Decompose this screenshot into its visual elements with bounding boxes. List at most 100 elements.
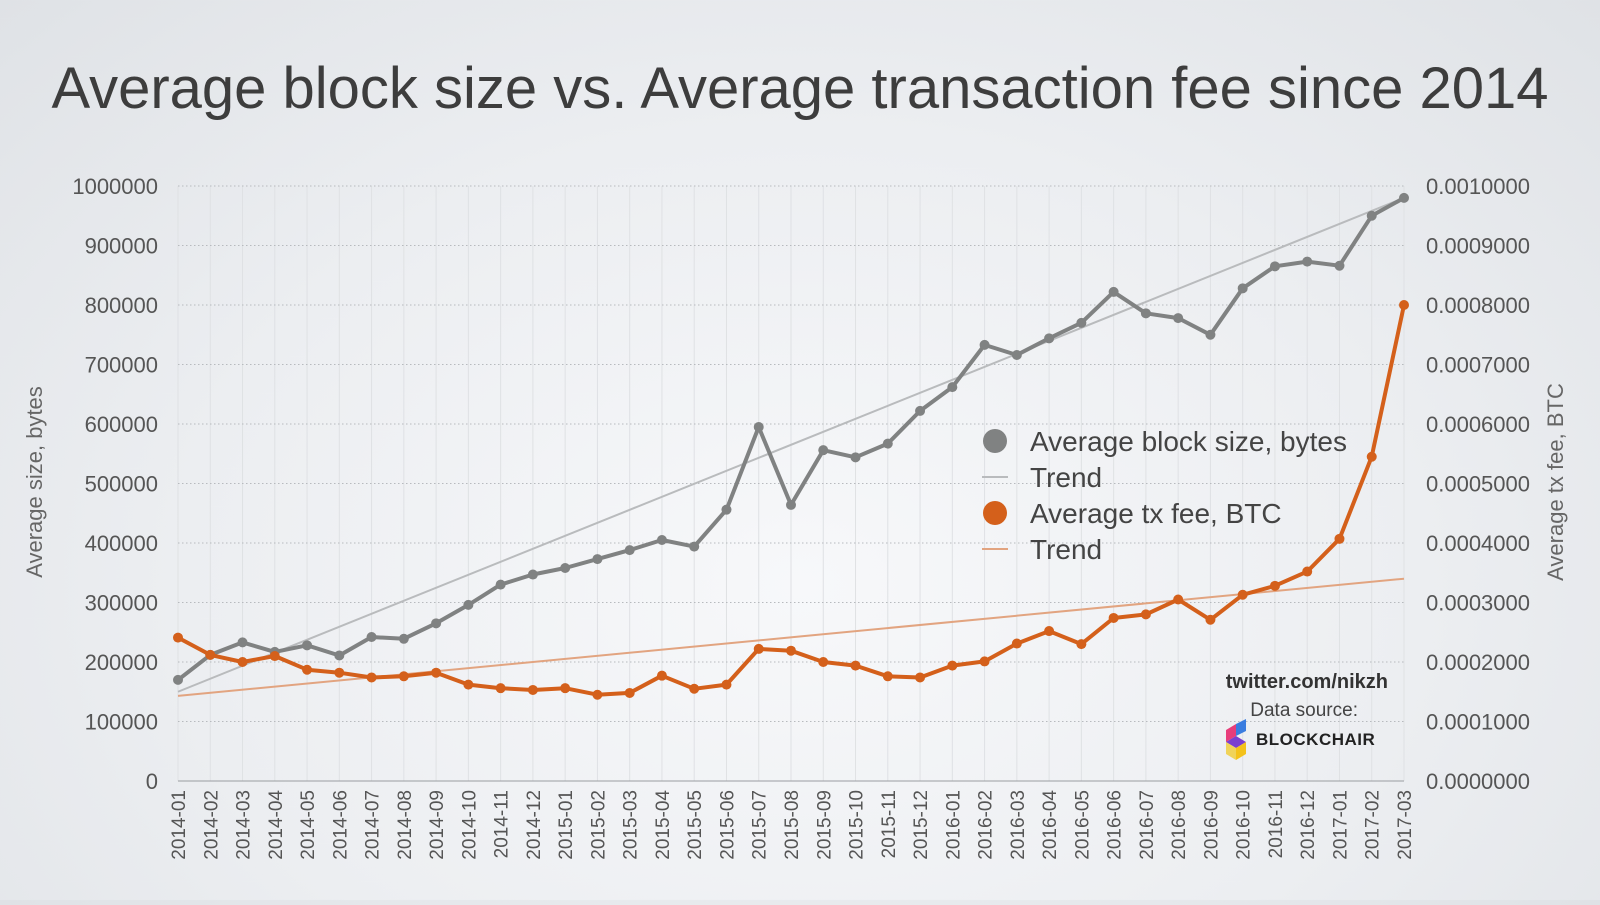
legend-label-tx-fee: Average tx fee, BTC xyxy=(1030,498,1282,529)
right-tick-label: 0.0004000 xyxy=(1426,531,1530,556)
data-point-tx-fee xyxy=(592,689,603,700)
data-point-tx-fee xyxy=(495,683,506,694)
data-point-tx-fee xyxy=(1140,609,1151,620)
data-point-tx-fee xyxy=(205,649,216,660)
x-axis-ticks: 2014-01 2014-02 2014-03 2014-04 2014-05 2014-… xyxy=(169,790,1416,860)
data-point-block-size xyxy=(173,674,183,685)
x-tick-label: 2015-08 xyxy=(782,790,803,860)
data-point-tx-fee xyxy=(1334,533,1345,544)
data-point-tx-fee xyxy=(398,671,409,682)
data-point-tx-fee xyxy=(1108,612,1119,623)
data-point-block-size xyxy=(366,632,377,643)
legend-marker-block-size xyxy=(983,429,1007,453)
x-tick-label: 2014-09 xyxy=(427,790,448,860)
data-point-block-size xyxy=(1399,192,1409,203)
right-tick-label: 0.0001000 xyxy=(1426,710,1530,735)
right-tick-label: 0.0005000 xyxy=(1426,472,1530,497)
x-tick-label: 2016-12 xyxy=(1298,790,1319,860)
left-tick-label: 0 xyxy=(146,769,158,794)
x-tick-label: 2017-02 xyxy=(1363,790,1384,860)
data-point-tx-fee xyxy=(818,657,829,667)
legend-label-trend-orange: Trend xyxy=(1030,534,1102,565)
data-point-block-size xyxy=(1237,283,1248,294)
right-tick-label: 0.0007000 xyxy=(1426,353,1530,378)
x-tick-label: 2015-03 xyxy=(621,790,642,860)
legend-label-trend-gray: Trend xyxy=(1030,462,1102,493)
x-tick-label: 2014-03 xyxy=(234,790,255,860)
data-point-tx-fee xyxy=(689,683,700,694)
data-point-block-size xyxy=(1302,256,1313,267)
data-point-tx-fee xyxy=(1173,594,1184,605)
data-point-block-size xyxy=(947,382,958,393)
data-point-block-size xyxy=(1205,329,1216,340)
right-tick-label: 0.0000000 xyxy=(1426,769,1530,794)
right-axis-label: Average tx fee, BTC xyxy=(1543,383,1568,581)
x-tick-label: 2015-10 xyxy=(847,790,868,860)
left-tick-label: 400000 xyxy=(85,531,158,556)
x-tick-label: 2017-03 xyxy=(1395,790,1416,860)
right-tick-label: 0.0006000 xyxy=(1426,412,1530,437)
data-point-tx-fee xyxy=(1011,638,1022,649)
x-tick-label: 2015-05 xyxy=(685,790,706,860)
left-tick-label: 100000 xyxy=(85,710,158,735)
left-tick-label: 500000 xyxy=(85,472,158,497)
left-tick-label: 800000 xyxy=(85,293,158,318)
x-tick-label: 2014-05 xyxy=(298,790,319,860)
data-point-block-size xyxy=(1011,349,1022,360)
data-point-block-size xyxy=(527,569,538,580)
data-point-block-size xyxy=(656,535,667,546)
data-point-tx-fee xyxy=(624,687,635,698)
data-point-tx-fee xyxy=(786,645,796,656)
left-axis-ticks: 0 100000 200000 300000 400000 500000 600000 700… xyxy=(72,174,158,794)
data-point-tx-fee xyxy=(915,672,926,683)
left-tick-label: 600000 xyxy=(85,412,158,437)
data-point-tx-fee xyxy=(269,651,280,662)
x-tick-label: 2014-06 xyxy=(330,790,351,860)
data-point-tx-fee xyxy=(1044,626,1055,637)
grid xyxy=(177,185,1405,782)
x-tick-label: 2015-11 xyxy=(879,790,900,858)
x-tick-label: 2016-09 xyxy=(1201,790,1222,860)
data-point-tx-fee xyxy=(560,683,571,694)
data-point-block-size xyxy=(592,554,603,565)
data-point-tx-fee xyxy=(882,671,893,682)
blockchair-brand: BLOCKCHAIR xyxy=(1256,730,1375,749)
trend-line-block-size xyxy=(177,196,1405,693)
data-point-block-size xyxy=(721,504,732,515)
data-point-block-size xyxy=(818,445,829,456)
data-point-block-size xyxy=(398,633,409,644)
data-point-block-size xyxy=(1173,313,1184,324)
data-point-tx-fee xyxy=(1302,566,1313,577)
data-point-tx-fee xyxy=(173,632,183,643)
left-tick-label: 300000 xyxy=(85,591,158,616)
chart-title: Average block size vs. Average transacti… xyxy=(51,56,1548,121)
data-point-tx-fee xyxy=(1269,580,1280,591)
x-tick-label: 2014-08 xyxy=(395,790,416,860)
data-point-tx-fee xyxy=(1076,639,1087,650)
data-point-block-size xyxy=(560,562,571,573)
x-tick-label: 2016-05 xyxy=(1072,790,1093,860)
data-point-block-size xyxy=(1140,308,1151,319)
x-tick-label: 2016-01 xyxy=(943,790,964,860)
right-tick-label: 0.0008000 xyxy=(1426,293,1530,318)
data-point-block-size xyxy=(915,405,926,416)
data-point-tx-fee xyxy=(527,684,538,695)
data-point-block-size xyxy=(1334,260,1345,271)
x-tick-label: 2017-01 xyxy=(1330,790,1351,860)
data-point-tx-fee xyxy=(1399,300,1409,310)
x-tick-label: 2015-12 xyxy=(911,790,932,860)
right-tick-label: 0.0003000 xyxy=(1426,591,1530,616)
data-point-tx-fee xyxy=(721,679,732,690)
data-point-tx-fee xyxy=(1237,589,1248,600)
data-point-block-size xyxy=(624,545,635,556)
data-point-tx-fee xyxy=(1205,614,1216,625)
data-point-block-size xyxy=(431,618,442,629)
data-point-block-size xyxy=(302,640,313,651)
left-tick-label: 700000 xyxy=(85,353,158,378)
legend-marker-tx-fee xyxy=(983,501,1007,525)
data-point-tx-fee xyxy=(656,670,667,681)
data-point-block-size xyxy=(753,421,764,432)
data-point-tx-fee xyxy=(753,643,764,654)
data-point-tx-fee xyxy=(431,667,442,678)
